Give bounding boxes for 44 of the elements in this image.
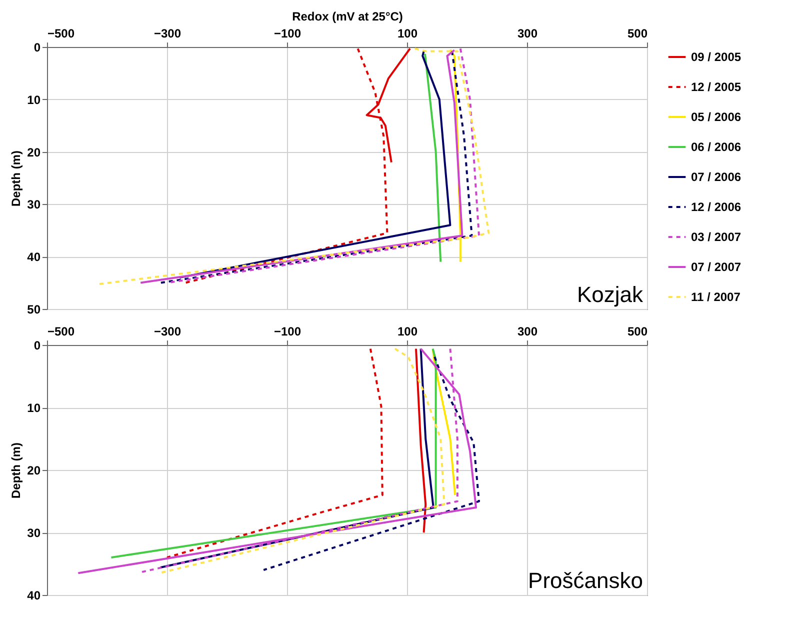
y-axis-title: Depth (m) <box>9 150 24 206</box>
y-tick-label: 20 <box>27 145 41 160</box>
annotation: Kozjak <box>576 282 644 307</box>
legend-label: 05 / 2006 <box>691 110 742 124</box>
y-tick-label: 0 <box>34 338 41 352</box>
y-tick-label: 30 <box>27 198 41 212</box>
line-series <box>432 348 456 496</box>
x-tick-label: 100 <box>397 324 418 338</box>
legend-label: 03 / 2007 <box>691 230 742 244</box>
x-tick-label: −300 <box>154 26 182 40</box>
line-series <box>415 348 427 534</box>
y-tick-label: 30 <box>27 526 41 540</box>
line-series <box>166 348 384 558</box>
y-tick-label: 40 <box>27 250 41 264</box>
y-tick-label: 20 <box>27 464 41 478</box>
line-series <box>262 356 480 571</box>
y-tick-label: 50 <box>27 302 41 316</box>
legend-label: 06 / 2006 <box>691 140 742 154</box>
y-tick-label: 0 <box>34 40 41 54</box>
y-tick-label: 10 <box>27 92 41 107</box>
y-tick-label: 40 <box>27 588 41 602</box>
legend-label: 09 / 2005 <box>691 50 742 64</box>
x-tick-label: −500 <box>48 324 75 338</box>
x-axis-title: Redox (mV at 25°C) <box>292 10 403 24</box>
legend-label: 07 / 2007 <box>691 260 742 274</box>
x-tick-label: −500 <box>48 26 75 40</box>
x-tick-label: 500 <box>627 324 648 338</box>
x-tick-label: 500 <box>627 26 648 40</box>
legend-label: 07 / 2006 <box>691 170 742 184</box>
line-series <box>449 48 462 263</box>
line-series <box>110 348 437 558</box>
line-series <box>77 348 477 574</box>
legend-label: 11 / 2007 <box>691 290 741 304</box>
y-tick-label: 10 <box>27 401 41 415</box>
x-tick-label: 300 <box>517 324 538 338</box>
x-tick-label: −100 <box>274 26 302 40</box>
annotation: Prošćansko <box>528 568 643 593</box>
legend-label: 12 / 2005 <box>691 80 742 94</box>
x-tick-label: −300 <box>154 324 182 338</box>
legend-label: 12 / 2006 <box>691 200 742 214</box>
x-tick-label: −100 <box>274 324 302 338</box>
y-axis-title: Depth (m) <box>9 442 24 498</box>
x-tick-label: 100 <box>397 26 418 40</box>
x-tick-label: 300 <box>517 26 538 40</box>
